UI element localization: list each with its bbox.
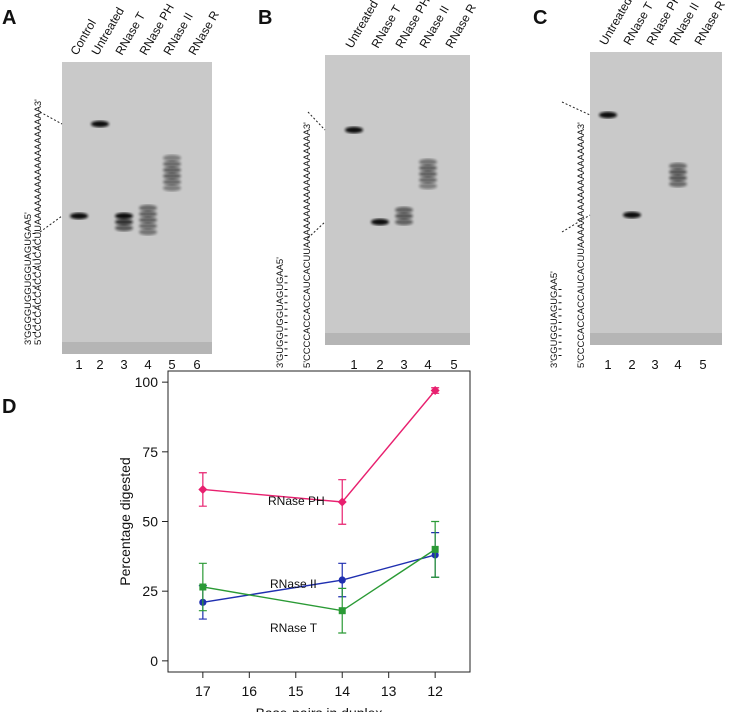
x-tick-label: 14 xyxy=(334,683,350,699)
marker xyxy=(198,484,208,494)
y-tick-label: 50 xyxy=(142,514,158,530)
x-tick-label: 16 xyxy=(242,683,258,699)
top-strand: 3'GUGGUGGUAGUGAA5' xyxy=(274,257,285,368)
lane-number: 1 xyxy=(75,357,82,372)
marker xyxy=(430,386,440,396)
panel-letter: D xyxy=(2,396,16,418)
gel-band xyxy=(345,126,363,134)
gel-band xyxy=(115,212,133,220)
panel-letter: B xyxy=(258,7,272,29)
top-strand: 3'GGGGUGGUGGUAGUGAA5' xyxy=(22,212,33,345)
lane-number: 2 xyxy=(96,357,103,372)
plot-frame xyxy=(167,370,471,673)
marker xyxy=(338,607,346,615)
lane-number: 5 xyxy=(450,357,457,372)
gel-band xyxy=(669,162,687,170)
chart-panel: D 0 25 50 75 100 17 16 15 14 13 12 Base-pairs in dup… xyxy=(2,370,471,712)
bottom-strand: 5'CCCCACCACCAUCACUUAAAAAAAAAAAAAAAAAAA3' xyxy=(32,99,43,345)
gel-band xyxy=(163,178,181,186)
lane-number: 4 xyxy=(144,357,151,372)
gel-band xyxy=(115,224,133,232)
gel-band xyxy=(395,218,413,226)
gel-band xyxy=(163,172,181,180)
gel-band xyxy=(139,216,157,224)
gel-band xyxy=(139,210,157,218)
y-axis-title: Percentage digested xyxy=(117,457,133,585)
gel-band xyxy=(669,180,687,188)
gel-band xyxy=(419,176,437,184)
panel-letter: C xyxy=(533,7,547,29)
gel-image xyxy=(590,52,722,345)
gel-band xyxy=(599,111,617,119)
gel-shade xyxy=(590,333,722,345)
gel-band xyxy=(623,211,641,219)
gel-band xyxy=(163,184,181,192)
bottom-strand: 5'CCCCACCACCAUCACUUAAAAAAAAAAAAAAAAAAA3' xyxy=(301,122,312,368)
series-label: RNase T xyxy=(270,621,318,635)
gel-band xyxy=(419,182,437,190)
gel-image xyxy=(62,62,212,354)
series-label: RNase II xyxy=(270,577,317,591)
series-label: RNase PH xyxy=(268,494,325,508)
gel-band xyxy=(163,166,181,174)
gel-image xyxy=(325,55,470,345)
lane-number: 1 xyxy=(350,357,357,372)
bottom-strand: 5'CCCCACCACCAUCACUUAAAAAAAAAAAAAAAAAAA3' xyxy=(575,122,586,368)
gel-band xyxy=(395,212,413,220)
marker xyxy=(338,576,346,584)
gel-shade xyxy=(62,342,212,354)
dashed-connector xyxy=(561,214,591,233)
gel-band xyxy=(419,158,437,166)
gel-band xyxy=(669,168,687,176)
series-line xyxy=(202,548,436,612)
panel-letter: A xyxy=(2,7,16,29)
x-tick-label: 12 xyxy=(427,683,443,699)
gel-band xyxy=(139,222,157,230)
gel-shade xyxy=(325,333,470,345)
gel-band xyxy=(70,212,88,220)
y-tick-label: 100 xyxy=(135,374,159,390)
gel-band xyxy=(419,170,437,178)
y-tick-label: 0 xyxy=(150,653,158,669)
series-line xyxy=(202,390,436,503)
gel-band xyxy=(163,154,181,162)
gel-band xyxy=(163,160,181,168)
y-tick-label: 25 xyxy=(142,583,158,599)
series-line xyxy=(202,554,436,604)
x-tick-label: 15 xyxy=(288,683,304,699)
marker xyxy=(337,497,347,507)
lane-number: 3 xyxy=(651,357,658,372)
dashed-connector xyxy=(561,101,591,116)
lane-number: 3 xyxy=(400,357,407,372)
x-tick-label: 17 xyxy=(195,683,211,699)
lane-number: 2 xyxy=(628,357,635,372)
lane-number: 3 xyxy=(120,357,127,372)
dashed-connector xyxy=(39,215,63,233)
dashed-connector xyxy=(307,111,326,131)
lane-number: 2 xyxy=(376,357,383,372)
gel-band xyxy=(395,206,413,214)
gel-band xyxy=(419,164,437,172)
dashed-connector xyxy=(39,111,63,125)
lane-number: 4 xyxy=(674,357,681,372)
lane-number: 5 xyxy=(699,357,706,372)
marker xyxy=(199,583,207,591)
y-tick-label: 75 xyxy=(142,444,158,460)
gel-band xyxy=(91,120,109,128)
gel-band xyxy=(139,204,157,212)
x-axis-title: Base-pairs in duplex xyxy=(256,705,383,712)
lane-number: 1 xyxy=(604,357,611,372)
x-tick-label: 13 xyxy=(381,683,397,699)
lane-number: 5 xyxy=(168,357,175,372)
gel-band xyxy=(371,218,389,226)
top-strand: 3'GGUGGUAGUGAA5' xyxy=(548,271,559,368)
marker xyxy=(431,545,439,553)
lane-number: 6 xyxy=(193,357,200,372)
gel-band xyxy=(139,228,157,236)
lane-number: 4 xyxy=(424,357,431,372)
gel-band xyxy=(669,174,687,182)
gel-band xyxy=(115,218,133,226)
